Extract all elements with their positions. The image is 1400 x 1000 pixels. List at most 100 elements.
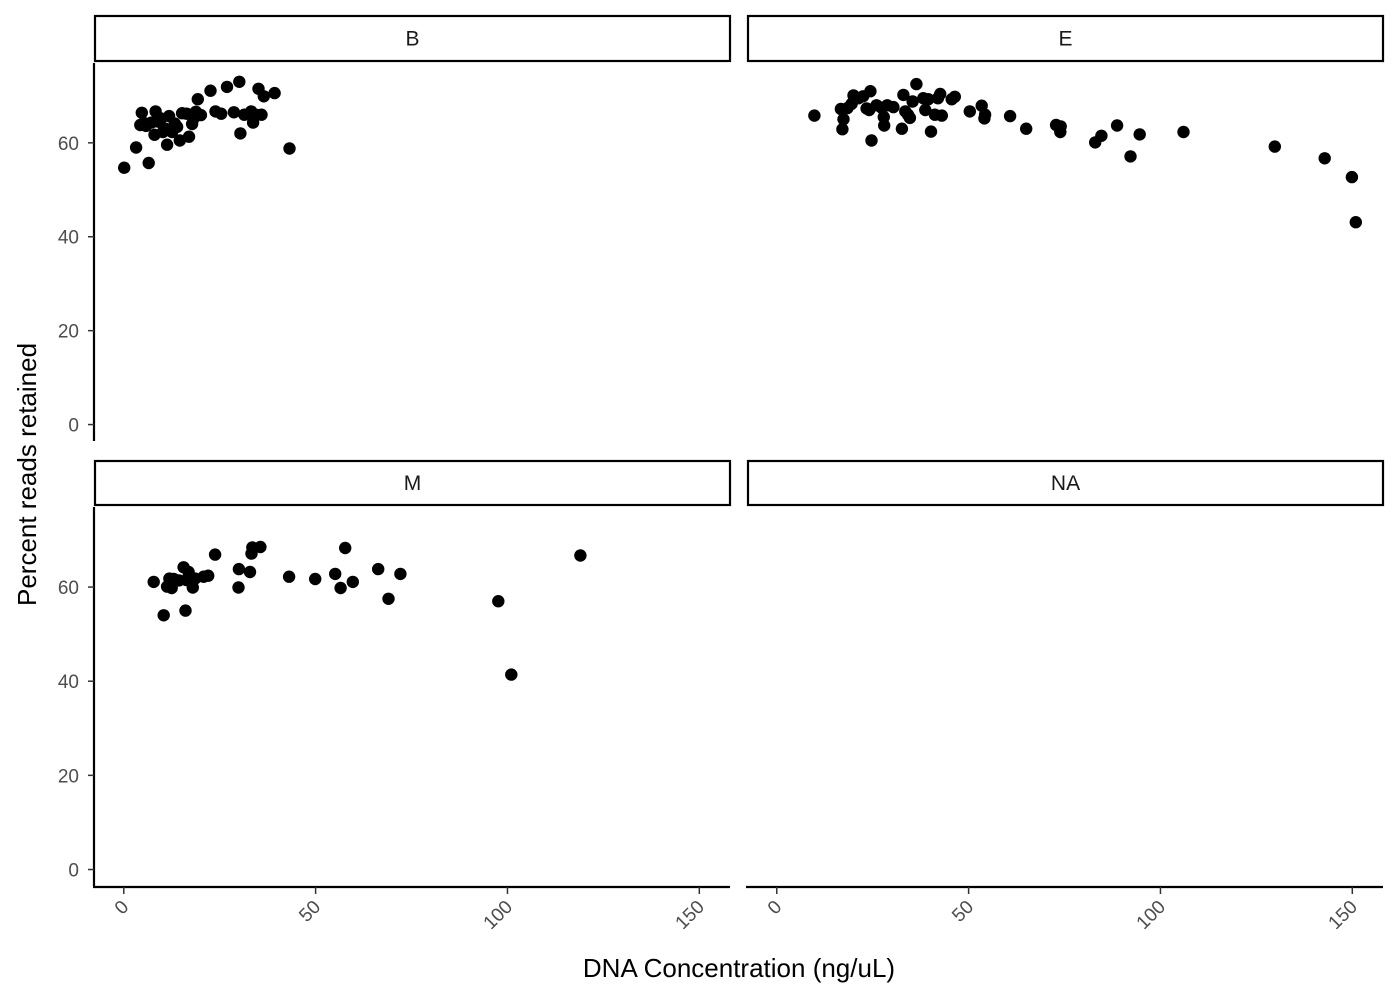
data-point <box>179 604 192 617</box>
facet-strip: M <box>93 459 732 507</box>
data-point <box>1318 152 1331 165</box>
data-point <box>257 90 270 103</box>
data-points <box>147 540 587 681</box>
data-point <box>963 105 976 118</box>
data-point <box>204 84 217 97</box>
data-point <box>232 581 245 594</box>
data-point <box>268 86 281 100</box>
data-point <box>897 88 910 102</box>
data-points <box>808 77 1363 229</box>
facet-strip-box <box>93 14 732 63</box>
data-point <box>234 127 247 140</box>
y-axis-title: Percent reads retained <box>12 343 42 606</box>
data-point <box>574 549 587 562</box>
y-tick-label: 40 <box>58 672 79 693</box>
facet-strip-box <box>746 14 1385 63</box>
data-point <box>948 90 961 104</box>
data-point <box>334 581 347 595</box>
data-point <box>808 109 821 122</box>
data-point <box>492 595 505 608</box>
data-point <box>1019 122 1033 135</box>
facet-strip: B <box>93 14 732 63</box>
data-point <box>1110 119 1124 132</box>
data-point <box>329 567 342 581</box>
data-point <box>919 103 932 117</box>
data-point <box>864 85 877 98</box>
x-tick-label: 50 <box>295 897 325 927</box>
data-point <box>202 569 215 582</box>
data-point <box>208 548 222 561</box>
facet-strip-label: M <box>404 472 422 495</box>
data-point <box>1124 150 1137 163</box>
facet-strip-box <box>746 459 1385 507</box>
data-point <box>978 108 992 121</box>
data-point <box>1054 120 1067 133</box>
data-point <box>1268 140 1282 153</box>
data-point <box>142 156 155 170</box>
data-point <box>934 87 947 101</box>
data-point <box>1177 125 1190 139</box>
data-point <box>887 100 900 114</box>
facet-strip-label: NA <box>1051 472 1080 495</box>
y-tick-label: 20 <box>58 322 79 343</box>
data-point <box>1003 109 1017 123</box>
facet-strip: E <box>746 14 1385 63</box>
data-point <box>382 592 395 605</box>
data-point <box>160 138 174 151</box>
y-tick-label: 60 <box>58 134 79 155</box>
data-point <box>182 130 196 143</box>
data-point <box>215 107 228 120</box>
x-tick-label: 150 <box>1325 897 1362 934</box>
x-tick-label: 0 <box>111 897 133 919</box>
data-point <box>170 120 184 134</box>
x-axis-title: DNA Concentration (ng/uL) <box>583 953 895 983</box>
data-point <box>372 562 385 576</box>
facet-strip-label: E <box>1058 28 1072 51</box>
data-point <box>191 93 204 106</box>
data-point <box>227 106 241 119</box>
data-point <box>118 161 131 174</box>
data-point <box>129 141 143 154</box>
data-point <box>836 123 849 136</box>
data-point <box>505 668 518 681</box>
data-point <box>922 93 935 106</box>
y-tick-label: 0 <box>68 861 79 882</box>
data-point <box>283 142 296 155</box>
data-point <box>837 113 850 126</box>
data-point <box>935 109 948 122</box>
data-point <box>255 108 268 121</box>
data-point <box>1349 216 1363 229</box>
data-point <box>147 575 160 589</box>
y-tick-label: 60 <box>58 578 79 599</box>
y-tick-label: 20 <box>58 766 79 787</box>
x-tick-label: 100 <box>480 897 517 934</box>
data-point <box>878 119 891 132</box>
data-point <box>906 95 919 108</box>
data-points <box>118 75 296 174</box>
data-point <box>346 575 359 589</box>
data-point <box>282 570 296 583</box>
data-point <box>194 108 208 122</box>
x-tick-label: 50 <box>948 897 978 927</box>
data-point <box>339 541 352 555</box>
facet-panel-na: NA 0 50 100 150 <box>746 459 1385 934</box>
y-tick-label: 0 <box>68 416 79 437</box>
x-tick-label: 100 <box>1133 897 1170 934</box>
data-point <box>157 609 170 622</box>
data-point <box>220 80 234 94</box>
data-point <box>135 106 148 120</box>
facet-panel-b: B 0 20 40 60 <box>58 14 732 441</box>
facet-strip-box <box>93 459 732 507</box>
data-point <box>895 122 909 135</box>
data-point <box>865 134 878 147</box>
data-point <box>243 565 257 579</box>
data-point <box>1095 129 1108 142</box>
data-point <box>924 125 938 138</box>
data-point <box>910 77 923 91</box>
x-tick-label: 0 <box>764 897 786 919</box>
data-point <box>1345 170 1359 184</box>
y-tick-label: 40 <box>58 228 79 249</box>
facet-strip-label: B <box>405 28 419 51</box>
